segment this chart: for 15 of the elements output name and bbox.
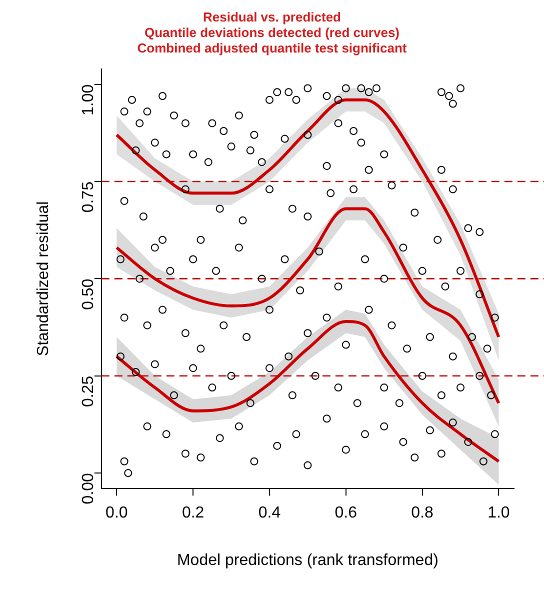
- x-tick-label: 1.0: [488, 504, 510, 522]
- y-tick-label: 0.50: [80, 278, 97, 310]
- x-tick-label: 0.2: [182, 504, 204, 522]
- x-tick-label: 0.4: [258, 504, 281, 522]
- y-tick-label: 1.00: [80, 84, 97, 116]
- y-tick-label: 0.25: [80, 376, 97, 408]
- x-tick-label: 0.8: [411, 504, 434, 522]
- x-axis-title: Model predictions (rank transformed): [176, 552, 438, 569]
- chart-subtitle: Quantile deviations detected (red curves) Combined adjusted quantile test significant: [137, 24, 408, 56]
- chart-title: Residual vs. predicted: [203, 9, 342, 24]
- y-tick-label: 0.00: [80, 472, 97, 504]
- y-axis-title: Standardized residual: [35, 201, 52, 356]
- y-tick-label: 0.75: [80, 181, 97, 213]
- x-tick-label: 0.6: [334, 504, 358, 522]
- x-tick-label: 0.0: [106, 504, 128, 522]
